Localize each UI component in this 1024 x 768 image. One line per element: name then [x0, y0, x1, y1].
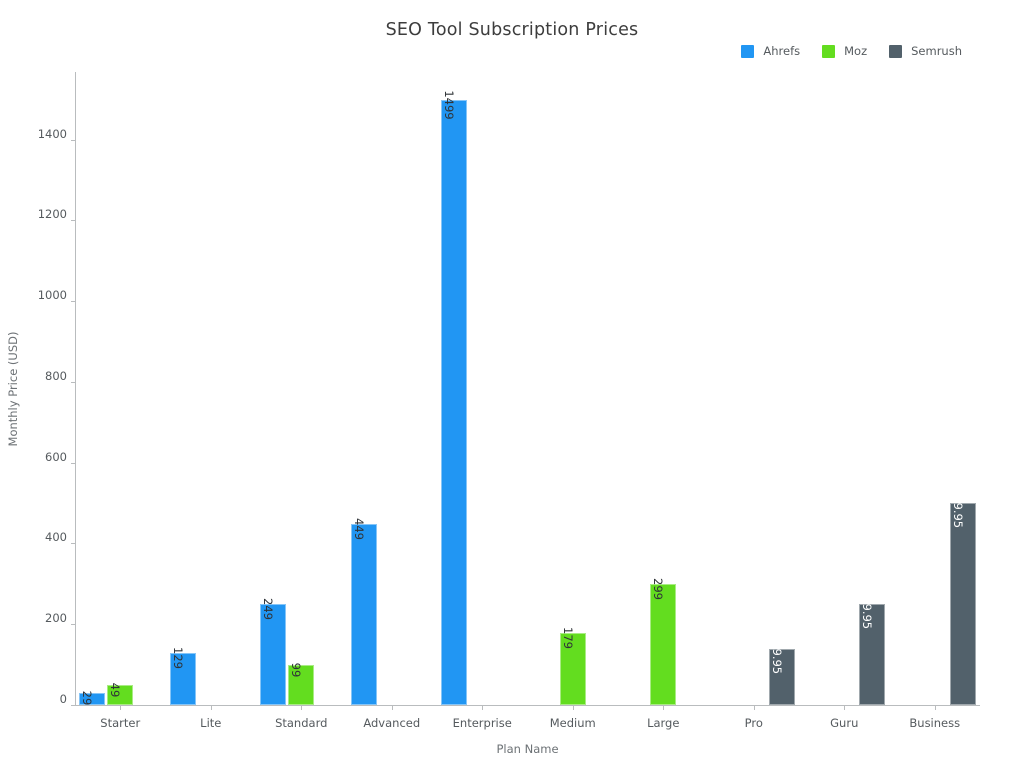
x-tick-mark — [663, 706, 665, 710]
bar-value-label: 179 — [560, 626, 575, 649]
x-tick-label-pro: Pro — [744, 716, 763, 730]
bar-value-label: 29 — [80, 690, 95, 706]
x-tick-label-advanced: Advanced — [363, 716, 421, 730]
bar-value-label: 99 — [289, 662, 304, 678]
y-tick-label: 0 — [59, 692, 67, 706]
legend-label: Ahrefs — [763, 44, 801, 58]
bar-value-label: 499.95 — [950, 487, 965, 529]
x-tick-label-standard: Standard — [275, 716, 328, 730]
legend-label: Moz — [844, 44, 868, 58]
legend-swatch-icon — [889, 44, 903, 58]
bar-value-label: 1499 — [442, 90, 457, 120]
plot-area: 0 200 400 600 800 1000 1200 1400 Starter Lite Sta… — [6, 72, 980, 756]
y-axis-spine — [75, 72, 76, 706]
x-tick-mark — [210, 706, 212, 710]
bar-ahrefs-standard[interactable]: 249 — [260, 598, 287, 705]
y-tick-label: 600 — [45, 449, 67, 464]
x-tick-mark — [391, 706, 393, 710]
x-axis-label: Plan Name — [496, 742, 559, 756]
legend-entry-moz[interactable]: Moz — [822, 44, 867, 58]
y-tick-mark — [71, 462, 75, 464]
legend-swatch-icon — [822, 44, 836, 58]
x-tick-mark — [482, 706, 484, 710]
bar-ahrefs-enterprise[interactable]: 1499 — [441, 90, 468, 705]
x-tick-mark — [844, 706, 846, 710]
bar-semrush-business[interactable]: 499.95 — [949, 488, 976, 705]
bar-semrush-guru[interactable]: 249.95 — [859, 589, 886, 705]
bar-ahrefs-starter[interactable]: 29 — [79, 690, 106, 706]
y-tick-mark — [71, 381, 75, 383]
bar-value-label: 139.95 — [769, 633, 784, 674]
bar-moz-standard[interactable]: 99 — [288, 662, 315, 705]
bar-moz-large[interactable]: 299 — [650, 578, 677, 705]
x-tick-mark — [934, 706, 936, 710]
bar-ahrefs-advanced[interactable]: 449 — [350, 518, 377, 705]
bar-moz-starter[interactable]: 49 — [107, 682, 134, 705]
bar-value-label: 449 — [351, 517, 366, 540]
y-tick-label: 1000 — [37, 288, 67, 303]
legend-label: Semrush — [911, 44, 962, 58]
x-tick-label-medium: Medium — [549, 716, 596, 730]
y-tick-mark — [71, 705, 75, 706]
y-tick-label: 200 — [45, 611, 67, 626]
x-tick-mark — [120, 706, 122, 710]
x-tick-label-starter: Starter — [100, 716, 141, 730]
y-axis-label: Monthly Price (USD) — [6, 331, 20, 447]
bar-value-label: 129 — [170, 646, 185, 669]
y-tick-label: 1400 — [37, 126, 67, 141]
x-tick-label-enterprise: Enterprise — [452, 716, 512, 730]
bar-value-label: 49 — [108, 682, 123, 698]
x-tick-label-large: Large — [647, 716, 680, 730]
y-tick-label: 800 — [45, 368, 67, 383]
chart-legend: Ahrefs Moz Semrush — [741, 44, 962, 58]
y-tick-label: 400 — [45, 530, 67, 545]
y-tick-label: 1200 — [37, 207, 67, 222]
y-tick-mark — [71, 139, 75, 141]
y-tick-mark — [71, 301, 75, 303]
bar-value-label: 249 — [261, 598, 276, 621]
x-axis-spine — [75, 705, 980, 706]
bar-semrush-pro[interactable]: 139.95 — [768, 633, 795, 705]
legend-swatch-icon — [741, 44, 755, 58]
x-tick-label-lite: Lite — [200, 716, 222, 730]
legend-entry-semrush[interactable]: Semrush — [889, 44, 962, 58]
x-tick-mark — [301, 706, 303, 710]
x-tick-label-guru: Guru — [830, 716, 859, 730]
x-tick-mark — [753, 706, 755, 710]
y-tick-mark — [71, 543, 75, 545]
bar-moz-medium[interactable]: 179 — [559, 627, 586, 705]
y-tick-mark — [71, 624, 75, 626]
chart-title: SEO Tool Subscription Prices — [385, 20, 639, 40]
legend-entry-ahrefs[interactable]: Ahrefs — [741, 44, 800, 58]
bar-value-label: 299 — [651, 578, 666, 601]
x-tick-mark — [572, 706, 574, 710]
y-tick-mark — [71, 220, 75, 222]
bar-ahrefs-lite[interactable]: 129 — [169, 647, 196, 705]
bar-value-label: 249.95 — [860, 588, 875, 630]
x-tick-label-business: Business — [909, 716, 961, 730]
